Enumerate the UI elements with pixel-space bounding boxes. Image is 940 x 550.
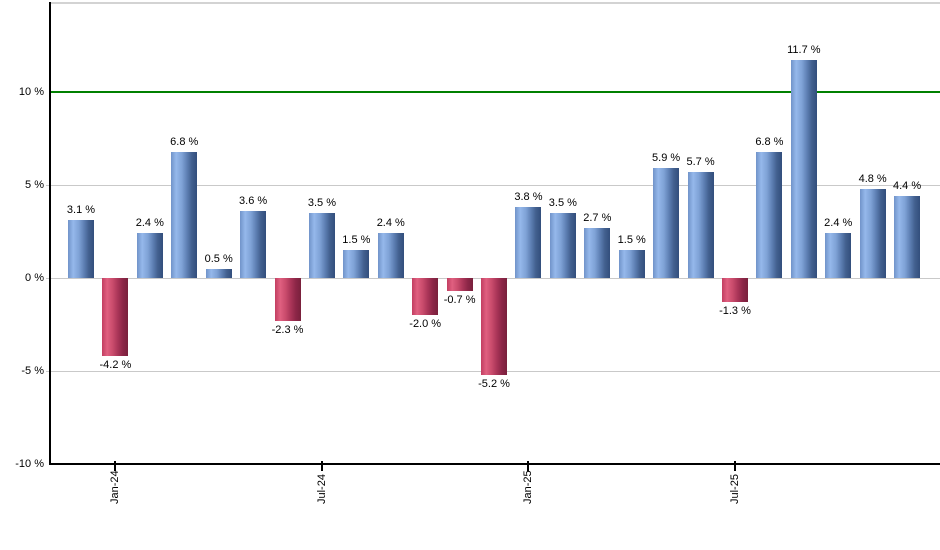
- bar-value-label: 11.7 %: [787, 44, 821, 57]
- bar-value-label: -0.7 %: [443, 294, 476, 307]
- bar-value-label: 4.8 %: [858, 172, 887, 185]
- x-axis-line: [49, 463, 940, 465]
- y-axis-line: [49, 2, 51, 465]
- bar-value-label: 2.4 %: [376, 217, 405, 230]
- bar-apr-24: [205, 268, 232, 278]
- plot-top-border: [49, 2, 940, 4]
- bar-apr-25: [618, 250, 645, 278]
- bar-value-label: -2.0 %: [409, 318, 442, 331]
- bar-feb-25: [549, 212, 576, 278]
- bar-feb-24: [136, 233, 163, 278]
- bar-value-label: 6.8 %: [170, 135, 199, 148]
- bar-value-label: 2.7 %: [583, 211, 612, 224]
- bar-value-label: 1.5 %: [342, 234, 371, 247]
- bar-aug-24: [343, 250, 370, 278]
- bar-aug-25: [756, 151, 783, 278]
- bar-sep-24: [377, 233, 404, 278]
- bar-jul-25: [721, 278, 748, 303]
- x-axis-tick-label: Jul-25: [728, 474, 741, 504]
- y-axis-tick-label: -5 %: [21, 365, 44, 377]
- bar-oct-25: [825, 233, 852, 278]
- reference-line-10pct: [51, 91, 940, 93]
- bar-value-label: 0.5 %: [204, 252, 233, 265]
- gridline-5pct: [46, 185, 940, 186]
- bar-value-label: -1.3 %: [719, 305, 751, 318]
- bar-value-label: 3.1 %: [66, 204, 96, 217]
- bar-may-25: [653, 168, 680, 278]
- bar-value-label: 5.7 %: [686, 155, 715, 168]
- x-axis-tick: [733, 461, 736, 471]
- bar-value-label: 3.8 %: [514, 191, 543, 204]
- bar-value-label: 6.8 %: [755, 135, 784, 148]
- bar-dec-24: [481, 278, 508, 375]
- bar-jan-24: [102, 278, 129, 357]
- x-axis-tick-label: Jul-24: [315, 474, 328, 504]
- y-axis-tick-label: 10 %: [18, 86, 44, 98]
- bar-value-label: 1.5 %: [617, 234, 646, 247]
- bar-mar-25: [584, 227, 611, 278]
- bar-value-label: 3.5 %: [548, 196, 577, 209]
- x-axis-tick: [527, 461, 530, 471]
- bar-mar-24: [171, 151, 198, 278]
- bar-jul-24: [308, 212, 335, 278]
- bar-nov-25: [859, 188, 886, 278]
- bar-value-label: -4.2 %: [99, 359, 132, 372]
- bar-value-label: 4.4 %: [893, 180, 922, 193]
- bar-value-label: 3.6 %: [239, 195, 268, 208]
- y-axis-tick-label: 0 %: [25, 272, 44, 284]
- bar-value-label: 3.5 %: [307, 196, 336, 209]
- bar-dec-23: [68, 220, 94, 278]
- bar-value-label: 5.9 %: [652, 152, 681, 165]
- bar-nov-24: [446, 278, 473, 292]
- bar-jan-25: [515, 207, 542, 278]
- bar-value-label: 2.4 %: [824, 217, 853, 230]
- bar-value-label: -2.3 %: [271, 323, 304, 336]
- x-axis-tick: [114, 461, 117, 471]
- bar-dec-25: [894, 196, 921, 278]
- x-axis-tick-label: Jan-24: [109, 470, 122, 504]
- bar-jun-25: [687, 171, 714, 278]
- y-axis-tick-label: 5 %: [25, 179, 44, 191]
- bar-may-24: [240, 211, 267, 278]
- y-axis-tick-label: -10 %: [15, 458, 44, 470]
- bar-value-label: -5.2 %: [478, 377, 510, 390]
- x-axis-tick: [320, 461, 323, 471]
- bar-oct-24: [412, 278, 439, 316]
- bar-jun-24: [274, 278, 301, 321]
- x-axis-tick-label: Jan-25: [522, 470, 535, 504]
- bar-value-label: 2.4 %: [135, 217, 164, 230]
- bar-sep-25: [790, 60, 817, 278]
